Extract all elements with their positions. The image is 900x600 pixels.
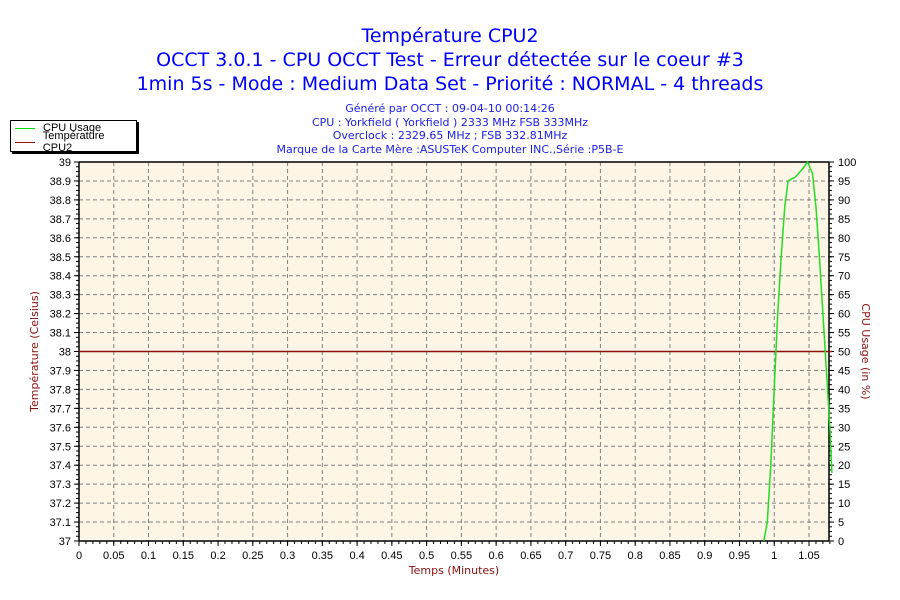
y-tick-label: 38.4 [50,271,71,283]
x-tick-label: 0.5 [419,550,434,562]
legend-label: CPU Usage [43,122,102,134]
system-info-block: Généré par OCCT : 09-04-10 00:14:26 CPU … [0,102,900,156]
legend-swatch-temperature [15,141,35,143]
y2-tick-label: 85 [838,214,850,226]
y2-tick-label: 65 [838,290,850,302]
y2-tick-label: 75 [838,252,850,264]
y2-tick-label: 0 [838,536,844,548]
y2-tick-label: 100 [838,157,856,169]
y-tick-label: 37.4 [50,460,71,472]
y-axis-title: Température (Celsius) [28,291,41,413]
y2-tick-label: 80 [838,233,850,245]
legend-label: Température CPU2 [42,130,105,154]
y2-tick-label: 10 [838,498,850,510]
x-tick-label: 0.9 [697,550,712,562]
x-tick-label: 1.05 [798,550,819,562]
y-tick-label: 38.3 [50,290,71,302]
y-tick-label: 37.7 [50,403,71,415]
chart-title-block: Température CPU2 OCCT 3.0.1 - CPU OCCT T… [0,24,900,96]
chart-legend: CPU Usage Température CPU2 [10,120,137,154]
motherboard-info: Marque de la Carte Mère :ASUSTeK Compute… [276,142,624,156]
chart-title: Température CPU2 [361,25,539,47]
y2-tick-label: 25 [838,441,850,453]
series-cpu-usage [763,160,833,542]
x-tick-label: 0.65 [520,550,541,562]
y2-axis-title: CPU Usage (in %) [859,303,872,399]
x-tick-label: 0.2 [210,550,225,562]
x-tick-label: 0.35 [312,550,333,562]
y-tick-label: 38.7 [50,214,71,226]
y2-tick-label: 40 [838,384,850,396]
y-tick-label: 38.9 [50,176,71,188]
cpu-info: CPU : Yorkfield ( Yorkfield ) 2333 MHz F… [311,115,589,129]
x-tick-label: 0 [76,550,82,562]
x-tick-label: 0.25 [242,550,263,562]
chart-subtitle-mode: 1min 5s - Mode : Medium Data Set - Prior… [136,73,764,95]
x-tick-label: 0.75 [590,550,611,562]
y-tick-label: 37.8 [50,384,71,396]
y-tick-label: 37.1 [50,517,71,529]
x-tick-label: 0.1 [141,550,156,562]
y-tick-label: 38.5 [50,252,71,264]
x-tick-label: 0.55 [451,550,472,562]
chart-subtitle-test: OCCT 3.0.1 - CPU OCCT Test - Erreur déte… [156,49,744,71]
y-tick-label: 38 [59,347,71,359]
y-tick-label: 38.6 [50,233,71,245]
y-tick-label: 37.2 [50,498,71,510]
y-tick-label: 38.1 [50,328,71,340]
y2-tick-label: 20 [838,460,850,472]
y2-tick-label: 5 [838,517,844,529]
x-tick-label: 0.95 [729,550,750,562]
x-tick-label: 0.6 [488,550,503,562]
y-tick-label: 39 [59,157,71,169]
y-tick-label: 37 [59,536,71,548]
y2-tick-label: 55 [838,328,850,340]
y-tick-label: 38.2 [50,309,71,321]
x-tick-label: 0.3 [280,550,295,562]
legend-item-temperature: Température CPU2 [11,130,136,154]
y2-tick-label: 30 [838,422,850,434]
y2-tick-label: 90 [838,195,850,207]
x-tick-label: 1 [771,550,777,562]
y-tick-label: 37.6 [50,422,71,434]
y-tick-label: 38.8 [50,195,71,207]
y2-tick-label: 60 [838,309,850,321]
y-tick-label: 37.3 [50,479,71,491]
legend-swatch-cpu-usage [15,127,35,129]
y-tick-label: 37.9 [50,365,71,377]
x-tick-label: 0.45 [381,550,402,562]
legend-item-cpu-usage: CPU Usage [11,121,136,135]
x-tick-label: 0.85 [659,550,680,562]
overclock-info: Overclock : 2329.65 MHz ; FSB 332.81MHz [332,129,568,142]
y2-tick-label: 45 [838,365,850,377]
y2-tick-label: 95 [838,176,850,188]
y2-tick-label: 70 [838,271,850,283]
x-tick-label: 0.15 [173,550,194,562]
x-tick-label: 0.4 [349,550,364,562]
x-axis-title: Temps (Minutes) [408,564,499,577]
x-tick-label: 0.8 [628,550,643,562]
generated-info: Généré par OCCT : 09-04-10 00:14:26 [345,102,555,115]
x-tick-label: 0.05 [103,550,124,562]
y-tick-label: 37.5 [50,441,71,453]
y2-tick-label: 50 [838,347,850,359]
y2-tick-label: 35 [838,403,850,415]
x-tick-label: 0.7 [558,550,573,562]
y2-tick-label: 15 [838,479,850,491]
